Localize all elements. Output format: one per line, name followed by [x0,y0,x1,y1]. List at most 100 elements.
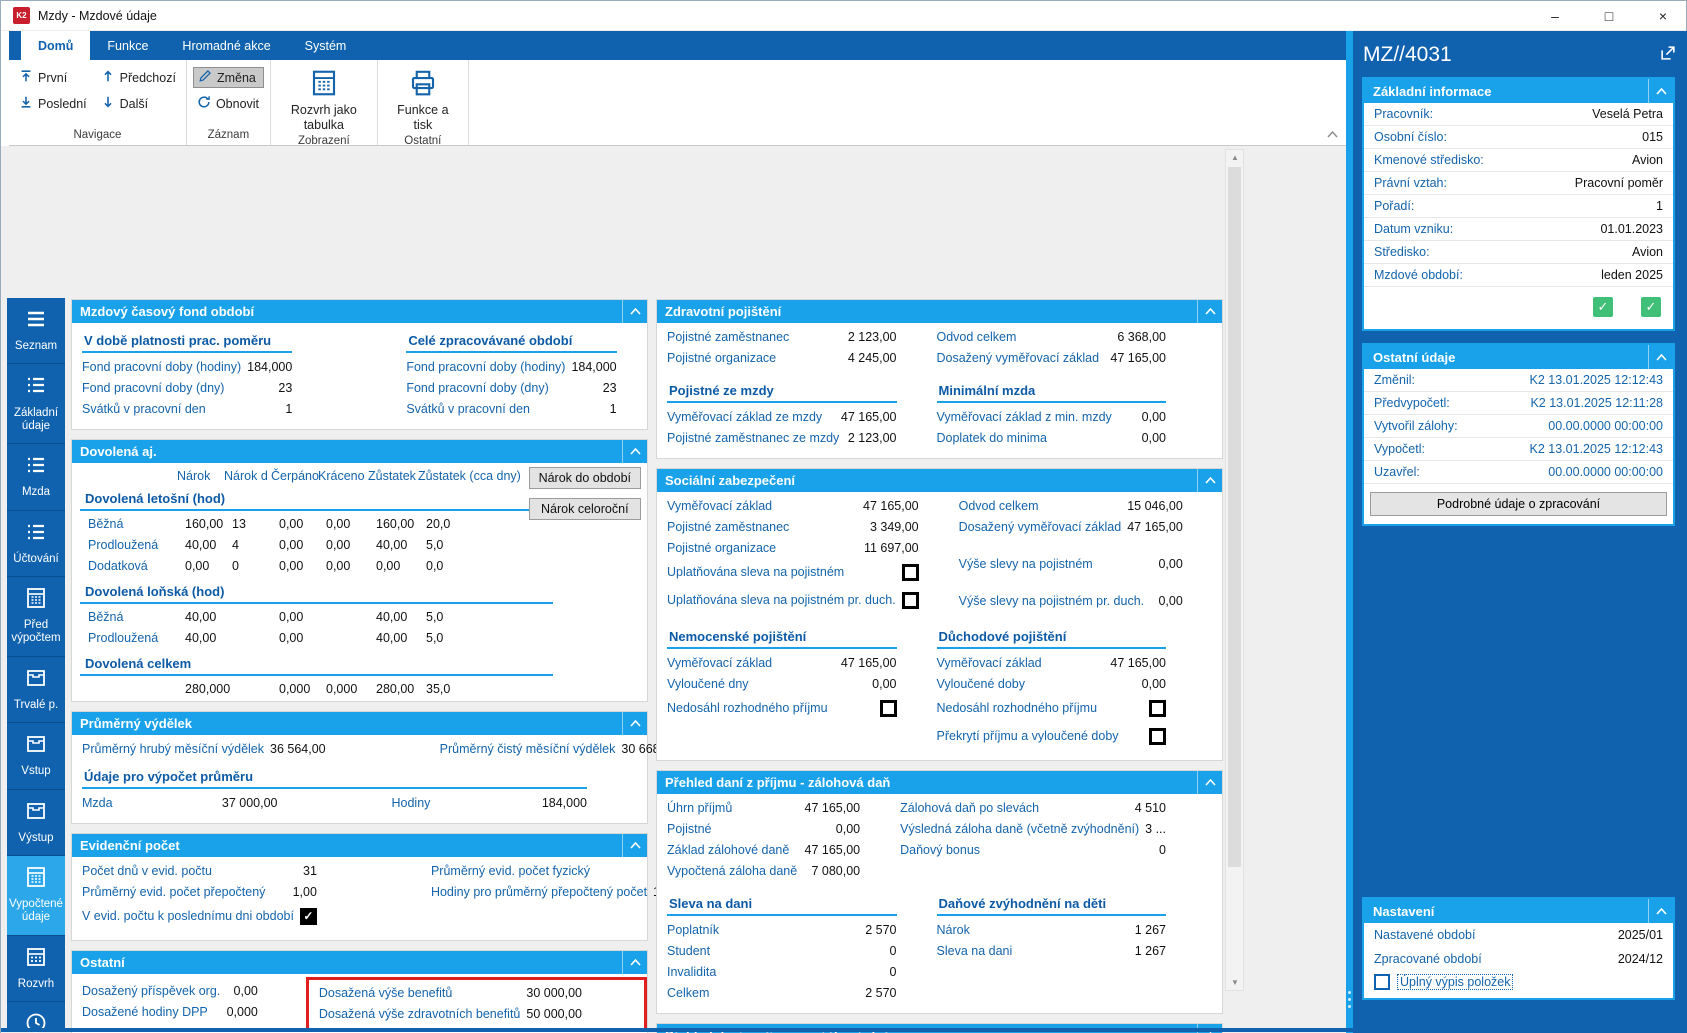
collapse-icon[interactable] [1197,469,1222,492]
group-label: Navigace [73,129,122,141]
change-button[interactable]: Změna [192,67,264,88]
sidebar-item-vypoctene-udaje[interactable]: Vypočtené údaje [7,855,65,936]
refresh-button[interactable]: Obnovit [197,95,260,112]
last-button[interactable]: Poslední [19,95,87,112]
table-view-label: Rozvrh jako tabulka [290,103,357,132]
sidebar-item-zakladni-udaje[interactable]: Základní údaje [7,364,65,445]
table-row: 280,000 0,000 0,000 280,00 35,0 [80,678,647,699]
field-value: 47 165,00 [863,498,919,513]
field-value: 1,00 [292,884,317,899]
field-value: 47 165,00 [804,800,861,815]
group-ostatni: Funkce a tisk Ostatní [378,60,469,147]
panel-header: Dovolená aj. [72,440,647,463]
sidebar-item-seznam[interactable]: Seznam [7,298,65,365]
collapse-icon[interactable] [622,440,647,463]
sidebar-item-mzda[interactable]: Mzda [7,444,65,511]
section-title: Údaje pro výpočet průměru [82,766,587,789]
basic-info-box: Základní informace Pracovník: Veselá Petr… [1362,77,1675,331]
sidebar-item-uctovani[interactable]: Účtování [7,511,65,577]
print-button[interactable]: Funkce a tisk [388,66,458,132]
tab-hromadne-akce[interactable]: Hromadné akce [182,38,271,53]
tab-domu[interactable]: Domů [21,31,91,60]
field-row: Odvod celkem 6 368,00 [937,326,1167,347]
collapse-icon[interactable] [622,300,647,323]
field-label: Nedosáhl rozhodného příjmu [936,701,1098,715]
collapse-icon[interactable] [622,951,647,974]
field-value: 47 165,00 [1110,350,1166,365]
field-value: 0,00 [835,821,861,836]
tab-system[interactable]: Systém [304,38,347,53]
status-checks: ✓ ✓ [1364,287,1673,321]
field-label: Pojistné zaměstnanec [667,329,790,344]
collapse-icon[interactable] [1648,899,1673,923]
cell-value: 0,0 [426,558,444,573]
collapse-icon[interactable] [1648,79,1673,103]
sidebar-item-vystup[interactable]: Výstup [7,790,65,856]
narok-do-obdobi-button[interactable]: Nárok do období [528,467,641,489]
checkbox[interactable]: ✓ [299,907,317,925]
main-scrollbar[interactable]: ▲ ▼ [1225,149,1244,991]
field-row: Pojistné zaměstnanec 3 349,00 [667,516,919,537]
field-label: Svátků v pracovní den [82,401,206,416]
previous-button[interactable]: Předchozí [101,69,176,86]
checkbox[interactable] [901,591,919,609]
checkbox[interactable] [879,699,897,717]
field-value: 6 368,00 [1117,329,1166,344]
field-label: Výše slevy na pojistném [958,556,1093,571]
next-button[interactable]: Další [101,95,176,112]
field-value: 2 570 [865,985,897,1000]
column-header-spacer [80,469,177,483]
cell-value: 0,00 [326,537,351,552]
field-label: Výsledná záloha daně (včetně zvýhodnění) [900,821,1140,836]
first-label: První [38,70,68,85]
table-view-button[interactable]: Rozvrh jako tabulka [281,66,367,132]
collapse-icon[interactable] [622,712,647,735]
checkbox[interactable] [1149,699,1166,717]
sidebar-item-rozvrh[interactable]: Rozvrh [7,936,65,1003]
arrow-to-bottom-icon [19,95,33,112]
close-button[interactable]: × [1658,7,1668,24]
checkbox[interactable] [1149,727,1166,745]
change-label: Změna [216,70,256,85]
field-label: Odvod celkem [958,498,1039,513]
panel-splitter[interactable] [1346,31,1353,1033]
field-value: 1 [1656,199,1663,213]
field-value: 23 [602,380,617,395]
narok-celorocni-button[interactable]: Nárok celoroční [528,498,641,520]
first-button[interactable]: První [19,69,87,86]
processing-details-button[interactable]: Podrobné údaje o zpracování [1370,492,1667,516]
sidebar-item-vstup[interactable]: Vstup [7,723,65,790]
field-label: Předvypočetl: [1374,396,1450,410]
scroll-down-icon[interactable]: ▼ [1231,978,1239,987]
group-zobrazeni: Rozvrh jako tabulka Zobrazení [271,60,378,147]
field-value: 0,00 [1141,430,1166,445]
collapse-icon[interactable] [1197,300,1222,323]
cell-value: 0,000 [279,681,311,696]
minimize-button[interactable]: – [1551,7,1559,24]
collapse-icon[interactable] [1197,771,1222,794]
row-label: Běžná [88,609,124,624]
checkbox[interactable] [901,563,919,581]
ribbon-collapse-icon[interactable] [1327,127,1338,141]
field-label: Uplatňována sleva na pojistném pr. duch. [667,593,896,607]
full-list-checkbox[interactable] [1374,974,1390,990]
scrollbar-thumb[interactable] [1228,167,1241,867]
field-row: Dosažená výše zdravotních benefitů 50 000… [319,1003,582,1024]
collapse-icon[interactable] [622,834,647,857]
field-label: Hodiny pro průměrný přepočtený počet [430,884,648,899]
field-row: Uplatňována sleva na pojistném pr. duch. [667,586,919,614]
field-value: 47 165,00 [840,655,897,670]
scroll-up-icon[interactable]: ▲ [1231,153,1239,162]
next-label: Další [119,96,149,111]
sidebar-item-trvale-p[interactable]: Trvalé p. [7,657,65,724]
popout-icon[interactable] [1660,43,1676,67]
tab-funkce[interactable]: Funkce [107,38,149,53]
maximize-button[interactable]: □ [1604,7,1614,24]
cell-value: 280,000 [185,681,231,696]
collapse-icon[interactable] [1648,345,1673,369]
field-label: Počet dnů v evid. počtu [82,863,212,878]
column-header: Kráceno [318,469,365,483]
full-list-label[interactable]: Úplný výpis položek [1397,974,1514,990]
sidebar-item-pred-vypoctem[interactable]: Před výpočtem [7,577,65,657]
field-label: Mzda [82,795,113,810]
